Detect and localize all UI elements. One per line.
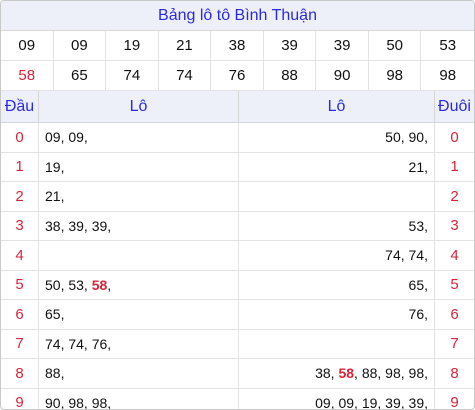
header-lo-left: Lô bbox=[39, 91, 239, 122]
row-lo-left: 21, bbox=[39, 182, 239, 211]
result-number: 74 bbox=[158, 61, 212, 91]
row-duoi: 4 bbox=[450, 246, 459, 264]
result-numbers-grid: 09 09 19 21 38 39 39 50 53 58 65 74 74 76 88 90 98 98 bbox=[1, 31, 474, 91]
lo-text: , bbox=[107, 276, 112, 293]
lo-text: 74, 74, 76, bbox=[45, 335, 112, 352]
row-duoi: 5 bbox=[450, 276, 459, 294]
lo-text: 53, bbox=[408, 217, 428, 234]
result-number: 09 bbox=[53, 31, 107, 61]
table-title: Bảng lô tô Bình Thuận bbox=[1, 1, 474, 31]
row-lo-left: 65, bbox=[39, 300, 239, 329]
result-number: 74 bbox=[106, 61, 159, 91]
row-lo-right: 65, bbox=[239, 270, 435, 299]
lo-text: 21, bbox=[45, 188, 65, 205]
table-header-row: Đầu Lô Lô Đuôi bbox=[1, 91, 474, 123]
row-lo-right: 74, 74, bbox=[239, 241, 435, 270]
row-lo-left: 88, bbox=[39, 359, 239, 388]
row-duoi: 3 bbox=[450, 217, 459, 235]
result-number: 88 bbox=[263, 61, 317, 91]
header-lo-right: Lô bbox=[239, 91, 435, 122]
lo-text: 38, bbox=[315, 365, 339, 382]
lo-text: 50, 90, bbox=[385, 129, 428, 146]
row-lo-left: 90, 98, 98, bbox=[39, 388, 239, 410]
row-dau: 8 bbox=[1, 359, 39, 388]
row-duoi: 7 bbox=[450, 335, 459, 353]
table-row: 4 74, 74, 4 bbox=[1, 241, 474, 271]
row-dau: 1 bbox=[1, 152, 39, 181]
result-number: 39 bbox=[263, 31, 317, 61]
lo-text: 50, 53, bbox=[45, 276, 92, 293]
lo-text: , 88, 98, 98, bbox=[354, 365, 428, 382]
row-duoi: 0 bbox=[450, 128, 459, 146]
result-number: 39 bbox=[316, 31, 369, 61]
row-dau: 6 bbox=[1, 300, 39, 329]
row-lo-left: 09, 09, bbox=[39, 123, 239, 152]
row-lo-right bbox=[239, 329, 435, 358]
table-row: 8 88, 38, 58, 88, 98, 98, 8 bbox=[1, 359, 474, 389]
header-duoi: Đuôi bbox=[438, 97, 471, 115]
result-number: 90 bbox=[316, 61, 369, 91]
table-row: 7 74, 74, 76, 7 bbox=[1, 329, 474, 359]
lo-text: 65, bbox=[45, 306, 65, 323]
result-number: 19 bbox=[106, 31, 159, 61]
result-number: 09 bbox=[1, 31, 54, 61]
table-row: 6 65, 76, 6 bbox=[1, 300, 474, 330]
row-duoi: 8 bbox=[450, 364, 459, 382]
row-lo-left: 19, bbox=[39, 152, 239, 181]
row-duoi: 9 bbox=[450, 394, 459, 410]
table-body: 0 09, 09, 50, 90, 0 1 19, 21, 1 2 21, 2 3 38, 39, 39… bbox=[1, 123, 474, 410]
row-dau: 2 bbox=[1, 182, 39, 211]
row-lo-right: 21, bbox=[239, 152, 435, 181]
table-row: 0 09, 09, 50, 90, 0 bbox=[1, 123, 474, 153]
table-row: 9 90, 98, 98, 09, 09, 19, 39, 39, 9 bbox=[1, 388, 474, 410]
row-lo-left: 50, 53, 58, bbox=[39, 270, 239, 299]
row-dau: 3 bbox=[1, 211, 39, 240]
lo-text: 65, bbox=[408, 276, 428, 293]
row-lo-right: 09, 09, 19, 39, 39, bbox=[239, 388, 435, 410]
row-lo-right: 38, 58, 88, 98, 98, bbox=[239, 359, 435, 388]
lo-text: 90, 98, 98, bbox=[45, 394, 112, 410]
lo-text: 19, bbox=[45, 158, 65, 175]
highlighted-number: 58 bbox=[338, 365, 355, 382]
table-row: 5 50, 53, 58, 65, 5 bbox=[1, 270, 474, 300]
result-number: 53 bbox=[421, 31, 474, 61]
lo-text: 09, 09, bbox=[45, 129, 88, 146]
result-number: 98 bbox=[421, 61, 474, 91]
row-lo-left: 74, 74, 76, bbox=[39, 329, 239, 358]
row-duoi: 1 bbox=[450, 158, 459, 176]
header-dau: Đầu bbox=[1, 91, 39, 122]
row-lo-left: 38, 39, 39, bbox=[39, 211, 239, 240]
row-dau: 0 bbox=[1, 123, 39, 152]
row-duoi: 6 bbox=[450, 305, 459, 323]
row-lo-right: 76, bbox=[239, 300, 435, 329]
result-number: 76 bbox=[211, 61, 264, 91]
row-dau: 4 bbox=[1, 241, 39, 270]
table-row: 1 19, 21, 1 bbox=[1, 152, 474, 182]
row-lo-left bbox=[39, 241, 239, 270]
lo-text: 09, 09, 19, 39, 39, bbox=[315, 394, 428, 410]
row-dau: 7 bbox=[1, 329, 39, 358]
table-row: 3 38, 39, 39, 53, 3 bbox=[1, 211, 474, 241]
row-dau: 5 bbox=[1, 270, 39, 299]
result-number: 50 bbox=[368, 31, 422, 61]
highlighted-number: 58 bbox=[91, 276, 108, 293]
result-number: 58 bbox=[1, 61, 54, 91]
lo-text: 21, bbox=[408, 158, 428, 175]
lo-text: 88, bbox=[45, 365, 65, 382]
row-lo-right: 50, 90, bbox=[239, 123, 435, 152]
row-lo-right bbox=[239, 182, 435, 211]
row-dau: 9 bbox=[1, 388, 39, 409]
lo-text: 74, 74, bbox=[385, 247, 428, 264]
lo-text: 38, 39, 39, bbox=[45, 217, 112, 234]
result-number: 38 bbox=[211, 31, 264, 61]
row-duoi: 2 bbox=[450, 187, 459, 205]
table-row: 2 21, 2 bbox=[1, 182, 474, 212]
result-number: 21 bbox=[158, 31, 212, 61]
row-lo-right: 53, bbox=[239, 211, 435, 240]
result-number: 65 bbox=[53, 61, 107, 91]
lo-text: 76, bbox=[408, 306, 428, 323]
result-number: 98 bbox=[368, 61, 422, 91]
